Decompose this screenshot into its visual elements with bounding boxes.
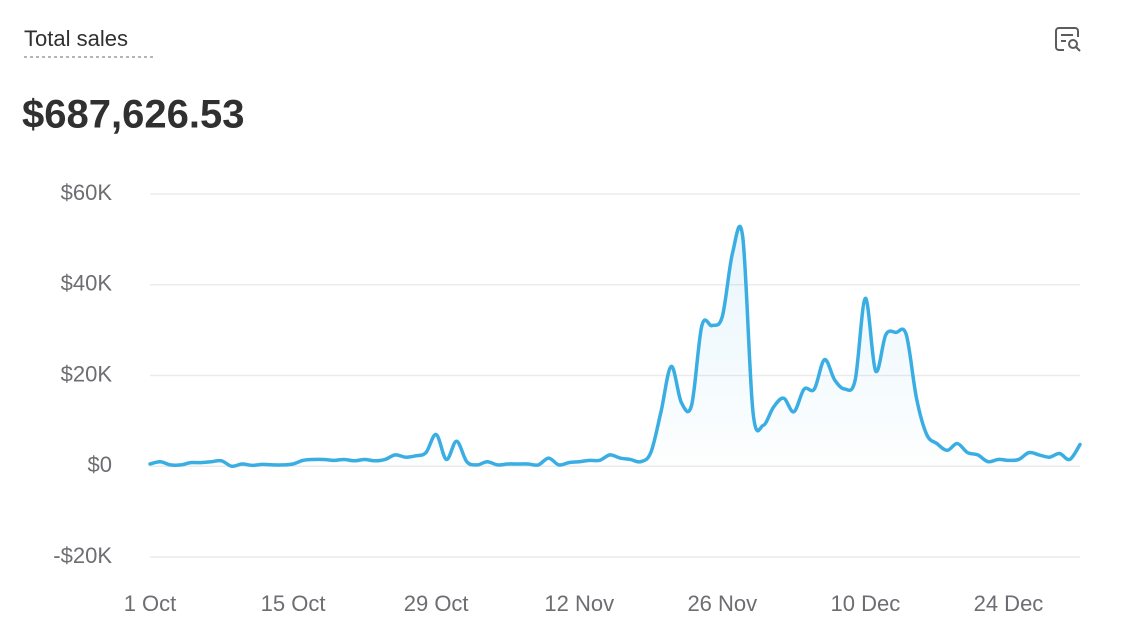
x-tick-label: 12 Nov <box>544 591 614 616</box>
y-tick-label: $40K <box>61 271 113 296</box>
total-value: $687,626.53 <box>22 93 244 137</box>
area <box>150 226 1080 467</box>
explore-icon[interactable] <box>1055 27 1081 52</box>
x-tick-label: 1 Oct <box>124 591 177 616</box>
x-tick-label: 10 Dec <box>831 591 901 616</box>
y-tick-label: -$20K <box>53 543 112 568</box>
y-tick-label: $20K <box>61 361 113 386</box>
y-tick-label: $0 <box>88 452 112 477</box>
y-tick-label: $60K <box>61 180 113 205</box>
x-tick-label: 26 Nov <box>687 591 757 616</box>
x-tick-label: 29 Oct <box>404 591 469 616</box>
x-tick-label: 15 Oct <box>261 591 326 616</box>
line <box>148 224 1082 469</box>
x-tick-label: 24 Dec <box>974 591 1044 616</box>
chart-title[interactable]: Total sales <box>24 26 128 51</box>
